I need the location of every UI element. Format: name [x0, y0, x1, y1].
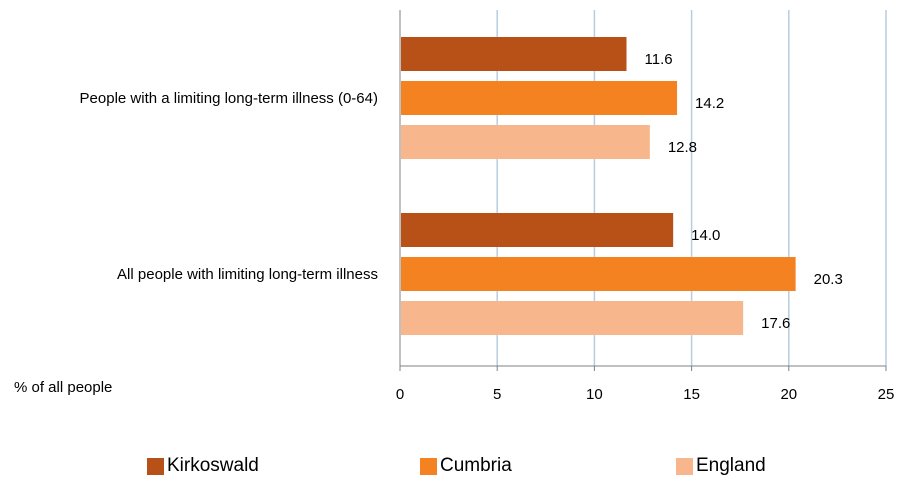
bar-kirkoswald — [401, 37, 627, 71]
bar-england — [401, 301, 744, 335]
legend-item-cumbria: Cumbria — [420, 455, 512, 477]
bar-england — [401, 125, 650, 159]
bar-kirkoswald — [401, 213, 674, 247]
data-label: 14.2 — [695, 95, 724, 112]
x-tick-label: 0 — [396, 386, 404, 403]
bars — [401, 37, 796, 335]
legend-label: England — [696, 455, 766, 476]
bar-cumbria — [401, 257, 796, 291]
data-label: 14.0 — [691, 227, 720, 244]
legend-label: Kirkoswald — [167, 455, 259, 476]
x-tick-label: 25 — [878, 386, 895, 403]
axes — [399, 10, 886, 367]
data-label: 17.6 — [761, 315, 790, 332]
legend-swatch — [420, 457, 437, 475]
legend-item-england: England — [676, 455, 766, 477]
x-ticks: 0 5 10 15 20 25 — [396, 366, 895, 403]
data-labels: 11.6 14.2 12.8 14.0 20.3 17.6 — [645, 51, 843, 332]
axis-unit-label: % of all people — [14, 379, 112, 396]
bar-chart: 0 5 10 15 20 25 People with a limiting long-t… — [14, 10, 895, 403]
x-tick-label: 5 — [493, 386, 501, 403]
data-label: 20.3 — [814, 271, 843, 288]
data-label: 12.8 — [668, 139, 697, 156]
data-label: 11.6 — [645, 51, 673, 68]
legend: Kirkoswald Cumbria England — [0, 455, 899, 481]
bar-cumbria — [401, 81, 678, 115]
legend-label: Cumbria — [440, 455, 512, 476]
category-label: All people with limiting long-term illne… — [117, 266, 378, 283]
x-tick-label: 15 — [683, 386, 700, 403]
category-label: People with a limiting long-term illness… — [80, 90, 378, 107]
legend-swatch — [147, 457, 164, 475]
category-labels: People with a limiting long-term illness… — [80, 90, 378, 283]
x-tick-label: 20 — [780, 386, 797, 403]
legend-swatch — [676, 457, 693, 475]
legend-item-kirkoswald: Kirkoswald — [147, 455, 259, 477]
x-tick-label: 10 — [586, 386, 603, 403]
